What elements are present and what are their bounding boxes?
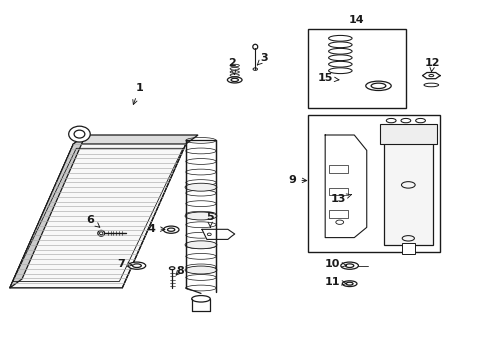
Polygon shape <box>10 135 85 288</box>
Ellipse shape <box>98 230 104 236</box>
Ellipse shape <box>252 44 257 49</box>
Bar <box>383 130 432 245</box>
Ellipse shape <box>163 226 179 233</box>
Polygon shape <box>73 135 198 144</box>
Bar <box>307 115 439 252</box>
Ellipse shape <box>328 35 351 41</box>
Bar <box>328 210 347 218</box>
Ellipse shape <box>415 118 425 123</box>
Ellipse shape <box>184 266 217 274</box>
Polygon shape <box>325 135 366 238</box>
Ellipse shape <box>340 262 358 269</box>
Polygon shape <box>202 229 234 239</box>
Text: 13: 13 <box>330 194 351 204</box>
Text: 6: 6 <box>86 215 100 227</box>
Ellipse shape <box>184 241 217 249</box>
Bar <box>379 124 436 144</box>
Text: 9: 9 <box>288 175 306 185</box>
Ellipse shape <box>400 118 410 123</box>
Bar <box>402 243 414 254</box>
Ellipse shape <box>386 118 395 123</box>
Ellipse shape <box>328 48 351 54</box>
Bar <box>328 165 347 173</box>
Text: 7: 7 <box>117 258 132 269</box>
Text: 4: 4 <box>147 224 164 234</box>
Ellipse shape <box>328 42 351 48</box>
Polygon shape <box>10 144 185 288</box>
Bar <box>328 188 347 195</box>
Text: 15: 15 <box>317 73 338 84</box>
Text: 1: 1 <box>133 83 143 104</box>
Ellipse shape <box>169 267 175 270</box>
Ellipse shape <box>184 183 217 191</box>
Text: 12: 12 <box>424 58 440 72</box>
Ellipse shape <box>328 55 351 60</box>
Bar <box>307 29 405 108</box>
Text: 8: 8 <box>176 266 183 276</box>
Polygon shape <box>422 72 439 79</box>
Text: 2: 2 <box>228 58 236 75</box>
Text: 11: 11 <box>324 276 346 287</box>
Circle shape <box>68 126 90 142</box>
Ellipse shape <box>365 81 390 90</box>
Text: 14: 14 <box>348 15 364 25</box>
Ellipse shape <box>227 77 242 83</box>
Text: 5: 5 <box>206 212 214 227</box>
Ellipse shape <box>128 262 145 269</box>
Ellipse shape <box>328 61 351 67</box>
Text: 10: 10 <box>324 258 346 269</box>
Ellipse shape <box>328 68 351 73</box>
Text: 3: 3 <box>257 53 267 65</box>
Ellipse shape <box>184 212 217 220</box>
Ellipse shape <box>423 83 438 87</box>
Ellipse shape <box>342 281 356 287</box>
